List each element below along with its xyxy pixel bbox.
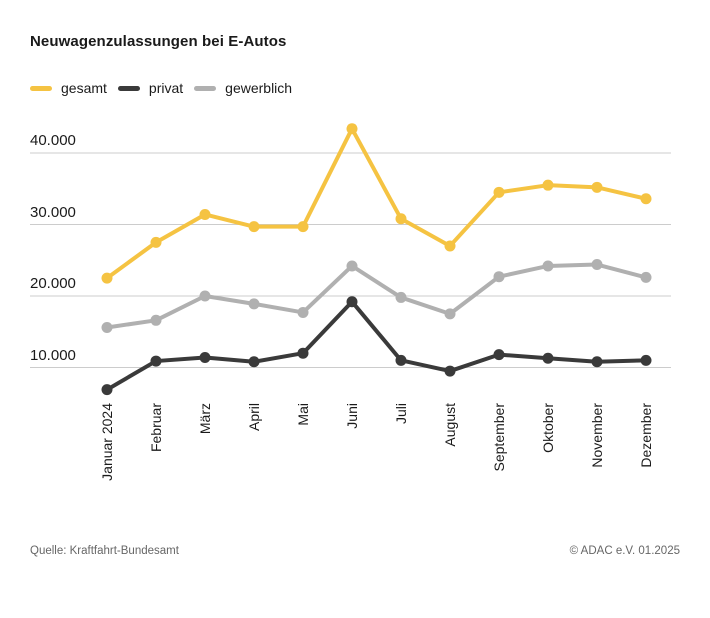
x-axis-tick-label: August [442, 403, 458, 447]
data-point-gewerblich [297, 306, 309, 318]
data-point-gewerblich [101, 321, 113, 333]
data-point-gewerblich [640, 271, 652, 283]
data-point-privat [395, 354, 407, 366]
source-note: Quelle: Kraftfahrt-Bundesamt [30, 545, 179, 557]
data-point-gesamt [101, 272, 113, 284]
chart-title: Neuwagenzulassungen bei E-Autos [30, 33, 287, 50]
data-point-gewerblich [248, 298, 260, 310]
legend: gesamt privat gewerblich [30, 80, 303, 96]
legend-swatch-gewerblich [194, 85, 217, 91]
x-axis-tick-label: Mai [295, 403, 311, 426]
data-point-gesamt [150, 236, 162, 248]
data-point-privat [150, 355, 162, 367]
legend-label: gesamt [61, 80, 107, 96]
legend-item-gesamt: gesamt [30, 80, 107, 96]
y-axis-tick-label: 20.000 [30, 275, 76, 292]
data-point-gewerblich [199, 290, 211, 302]
x-axis-tick-label: April [246, 403, 262, 432]
x-axis-tick-label: Januar 2024 [99, 403, 115, 481]
data-point-gewerblich [493, 271, 505, 283]
footer: Quelle: Kraftfahrt-Bundesamt © ADAC e.V.… [30, 545, 680, 557]
data-point-privat [444, 365, 456, 377]
data-point-privat [297, 347, 309, 359]
series-line-privat [105, 299, 647, 392]
data-point-gewerblich [346, 260, 358, 272]
data-point-gewerblich [542, 260, 554, 272]
data-point-privat [591, 356, 603, 368]
series-line-gesamt [105, 126, 647, 280]
data-point-gesamt [346, 123, 358, 135]
data-point-gesamt [199, 208, 211, 220]
x-axis-tick-label: März [197, 403, 213, 435]
x-axis-tick-label: Oktober [540, 403, 556, 453]
x-axis-tick-label: Dezember [638, 403, 654, 468]
data-point-gewerblich [395, 291, 407, 303]
copyright-note: © ADAC e.V. 01.2025 [569, 545, 680, 557]
x-axis-tick-label: November [589, 403, 605, 468]
series-line-gewerblich [106, 262, 647, 330]
legend-swatch-gesamt [30, 85, 52, 91]
data-point-gewerblich [150, 314, 162, 326]
x-axis-tick-label: Februar [148, 403, 164, 453]
legend-label: gewerblich [225, 80, 293, 96]
x-axis-tick-label: September [491, 403, 507, 472]
y-axis-tick-label: 10.000 [30, 346, 76, 364]
data-point-privat [101, 384, 113, 396]
data-point-gesamt [248, 221, 260, 233]
legend-label: privat [148, 80, 184, 96]
x-axis-tick-label: Juni [344, 403, 360, 429]
data-point-gesamt [395, 213, 407, 225]
data-point-privat [346, 296, 358, 308]
data-point-gesamt [297, 221, 309, 233]
data-point-gewerblich [591, 259, 603, 271]
x-axis-tick-label: Juli [393, 403, 409, 425]
data-point-gesamt [640, 193, 652, 205]
data-point-privat [542, 352, 554, 364]
data-point-privat [248, 356, 260, 368]
data-point-gesamt [444, 240, 456, 252]
legend-swatch-privat [117, 85, 140, 91]
data-point-privat [493, 349, 505, 361]
data-point-gesamt [542, 179, 554, 191]
data-point-gewerblich [444, 308, 456, 320]
data-point-privat [199, 351, 211, 363]
legend-item-gewerblich: gewerblich [194, 80, 292, 96]
legend-item-privat: privat [117, 80, 184, 96]
y-axis-tick-label: 30.000 [30, 203, 76, 221]
y-axis-tick-label: 40.000 [30, 132, 76, 149]
data-point-gesamt [493, 186, 505, 198]
data-point-privat [640, 354, 652, 366]
data-point-gesamt [591, 181, 603, 193]
